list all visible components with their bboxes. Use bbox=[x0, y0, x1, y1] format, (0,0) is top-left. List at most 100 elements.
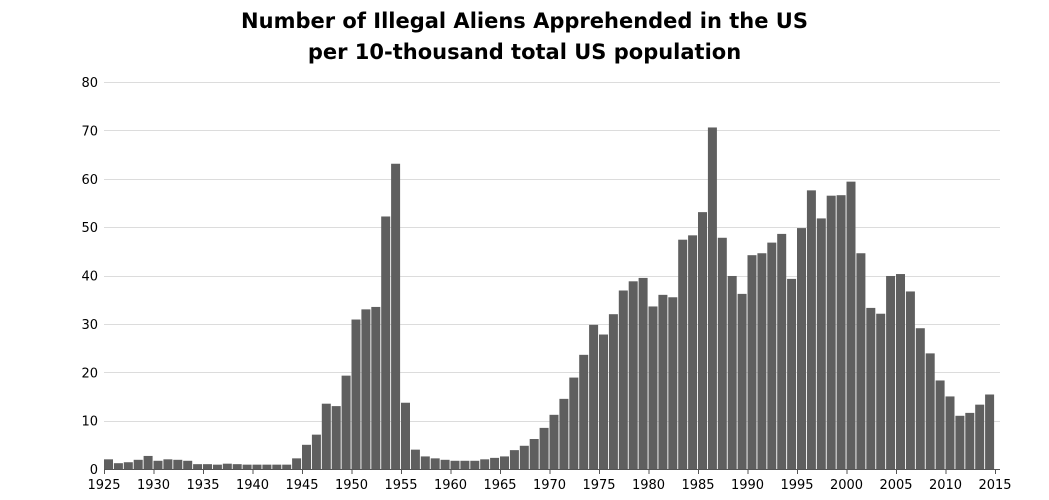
bar bbox=[430, 458, 440, 469]
bar bbox=[856, 253, 866, 469]
bar bbox=[183, 460, 193, 469]
bar bbox=[767, 242, 777, 469]
bar bbox=[886, 275, 896, 469]
bar bbox=[915, 328, 925, 469]
bar bbox=[826, 195, 836, 469]
bar bbox=[965, 412, 975, 469]
bars bbox=[104, 127, 995, 470]
bar bbox=[173, 459, 183, 469]
bar bbox=[925, 353, 935, 469]
y-tick-label: 40 bbox=[81, 270, 98, 285]
bar bbox=[777, 233, 787, 469]
bar bbox=[876, 313, 886, 469]
x-tick-label: 1990 bbox=[731, 478, 764, 493]
x-tick-label: 1940 bbox=[236, 478, 269, 493]
x-tick-label: 1970 bbox=[533, 478, 566, 493]
y-tick-label: 80 bbox=[81, 76, 98, 91]
bar bbox=[311, 434, 321, 469]
bar bbox=[579, 354, 589, 469]
bar bbox=[143, 455, 153, 469]
x-tick-label: 2005 bbox=[879, 478, 912, 493]
bar bbox=[203, 464, 212, 469]
bar bbox=[133, 459, 143, 469]
bar bbox=[242, 464, 252, 469]
bar bbox=[500, 456, 509, 469]
x-tick-label: 1965 bbox=[483, 478, 516, 493]
chart-title-block: Number of Illegal Aliens Apprehended in … bbox=[0, 6, 1049, 68]
x-tick-label: 2015 bbox=[978, 478, 1011, 493]
bar bbox=[292, 458, 302, 469]
bar bbox=[490, 457, 500, 469]
bar bbox=[153, 460, 163, 469]
bar bbox=[440, 459, 450, 469]
bar bbox=[222, 463, 232, 469]
y-tick-label: 20 bbox=[81, 366, 98, 381]
bar bbox=[371, 306, 381, 469]
bar bbox=[559, 398, 569, 469]
bar bbox=[846, 181, 856, 469]
grid-lines bbox=[104, 82, 1000, 422]
bar bbox=[232, 464, 242, 469]
bar bbox=[806, 190, 816, 470]
bar bbox=[648, 306, 658, 469]
bar bbox=[638, 277, 648, 469]
bar bbox=[381, 216, 391, 469]
bar bbox=[163, 459, 173, 469]
bar bbox=[361, 309, 371, 469]
bar bbox=[252, 464, 262, 469]
bar bbox=[351, 319, 361, 469]
bar bbox=[688, 235, 698, 469]
bar bbox=[905, 291, 915, 469]
bar bbox=[945, 396, 955, 469]
chart-subtitle: per 10-thousand total US population bbox=[307, 40, 742, 64]
bar bbox=[410, 449, 420, 469]
bar bbox=[420, 456, 430, 469]
bar bbox=[401, 402, 410, 469]
bar bbox=[866, 307, 876, 469]
y-tick-label: 50 bbox=[81, 221, 98, 236]
bar bbox=[282, 464, 292, 469]
bar bbox=[599, 334, 608, 469]
bar bbox=[123, 462, 133, 469]
bar bbox=[618, 290, 628, 469]
bar bbox=[975, 404, 985, 469]
bar bbox=[212, 464, 222, 469]
bar bbox=[608, 314, 618, 469]
bar bbox=[391, 163, 401, 469]
bar bbox=[737, 293, 747, 469]
bar bbox=[470, 460, 480, 469]
bar bbox=[698, 212, 707, 469]
y-tick-label: 10 bbox=[81, 415, 98, 430]
bar bbox=[816, 218, 826, 469]
bar bbox=[955, 415, 965, 469]
bar bbox=[628, 281, 638, 469]
bar bbox=[757, 253, 767, 469]
bar bbox=[450, 460, 460, 469]
bar bbox=[589, 324, 599, 469]
bar bbox=[707, 127, 717, 469]
bar bbox=[717, 237, 727, 469]
bar bbox=[678, 239, 688, 469]
bar bbox=[519, 445, 529, 469]
y-tick-label: 60 bbox=[81, 173, 98, 188]
y-tick-label: 70 bbox=[81, 124, 98, 139]
bar bbox=[321, 403, 331, 469]
y-tick-label: 30 bbox=[81, 318, 98, 333]
x-tick-label: 1935 bbox=[186, 478, 219, 493]
x-tick-label: 1950 bbox=[335, 478, 368, 493]
bar bbox=[113, 463, 123, 469]
bar bbox=[480, 459, 490, 469]
x-tick-label: 1975 bbox=[582, 478, 615, 493]
bar bbox=[272, 464, 282, 469]
bar bbox=[747, 255, 757, 469]
bar bbox=[302, 444, 311, 469]
x-tick-label: 1930 bbox=[137, 478, 170, 493]
x-tick-label: 1945 bbox=[285, 478, 318, 493]
bar bbox=[935, 380, 945, 469]
bar bbox=[896, 274, 905, 469]
x-tick-label: 1985 bbox=[681, 478, 714, 493]
bar bbox=[658, 294, 668, 469]
bar bbox=[460, 460, 470, 469]
chart-title: Number of Illegal Aliens Apprehended in … bbox=[241, 9, 808, 33]
